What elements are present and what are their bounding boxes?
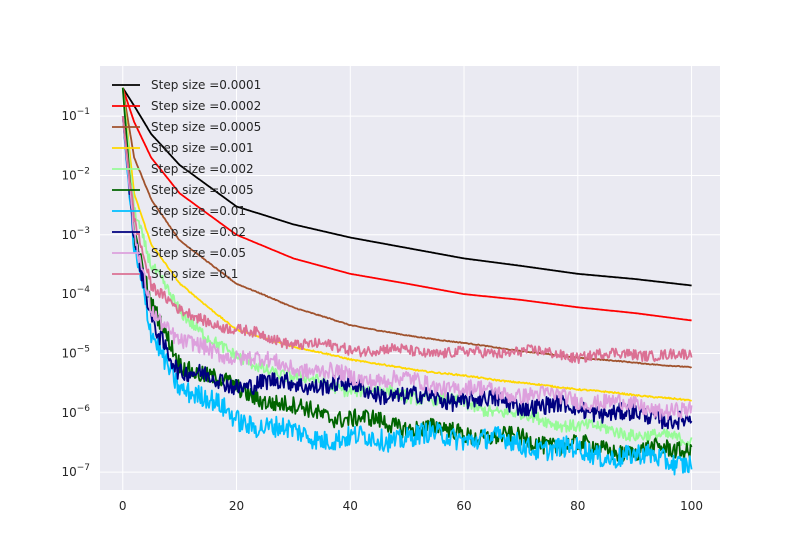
- y-tick-label: 10−1: [61, 107, 90, 123]
- y-tick-base: 10: [61, 109, 76, 123]
- y-tick-base: 10: [61, 406, 76, 420]
- y-tick-label: 10−4: [61, 285, 90, 301]
- legend-label: Step size =0.005: [151, 183, 254, 197]
- series-line: [121, 87, 692, 402]
- y-tick-label: 10−6: [61, 404, 90, 420]
- y-tick-base: 10: [61, 465, 76, 479]
- x-tick-label: 80: [570, 499, 585, 513]
- legend: Step size =0.0001 Step size =0.0002 Step s…: [112, 78, 261, 281]
- y-axis: 10−710−610−510−410−310−210−1: [61, 107, 90, 479]
- y-tick-label: 10−5: [61, 344, 90, 360]
- series-line: [121, 116, 693, 476]
- y-tick-label: 10−7: [61, 463, 90, 479]
- y-tick-exponent: −6: [77, 404, 91, 414]
- x-tick-label: 0: [119, 499, 127, 513]
- legend-label: Step size =0.05: [151, 246, 246, 260]
- legend-label: Step size =0.0005: [151, 120, 261, 134]
- y-tick-exponent: −3: [77, 226, 90, 236]
- series-line: [121, 87, 692, 322]
- y-tick-label: 10−3: [61, 226, 90, 242]
- y-tick-base: 10: [61, 168, 76, 182]
- legend-label: Step size =0.1: [151, 267, 238, 281]
- y-tick-base: 10: [61, 287, 76, 301]
- x-tick-label: 100: [680, 499, 703, 513]
- y-tick-exponent: −7: [77, 463, 90, 473]
- legend-label: Step size =0.0002: [151, 99, 261, 113]
- series-line: [122, 87, 692, 287]
- series-line: [121, 116, 693, 421]
- series-line: [121, 87, 693, 369]
- y-tick-exponent: −4: [77, 285, 91, 295]
- x-tick-label: 60: [456, 499, 471, 513]
- y-tick-label: 10−2: [61, 166, 90, 182]
- x-tick-label: 20: [229, 499, 244, 513]
- legend-label: Step size =0.001: [151, 141, 254, 155]
- series-line: [121, 116, 693, 365]
- series-line: [121, 87, 693, 447]
- series-layer: [121, 87, 693, 476]
- y-tick-base: 10: [61, 228, 76, 242]
- y-tick-base: 10: [61, 346, 76, 360]
- legend-label: Step size =0.02: [151, 225, 246, 239]
- legend-label: Step size =0.0001: [151, 78, 261, 92]
- series-line: [121, 116, 693, 430]
- x-tick-label: 40: [343, 499, 358, 513]
- x-axis: 0 20 40 60 80 100: [119, 499, 703, 513]
- y-tick-exponent: −1: [77, 107, 90, 117]
- legend-label: Step size =0.002: [151, 162, 254, 176]
- y-tick-exponent: −5: [77, 344, 90, 354]
- legend-label: Step size =0.01: [151, 204, 246, 218]
- y-tick-exponent: −2: [77, 166, 90, 176]
